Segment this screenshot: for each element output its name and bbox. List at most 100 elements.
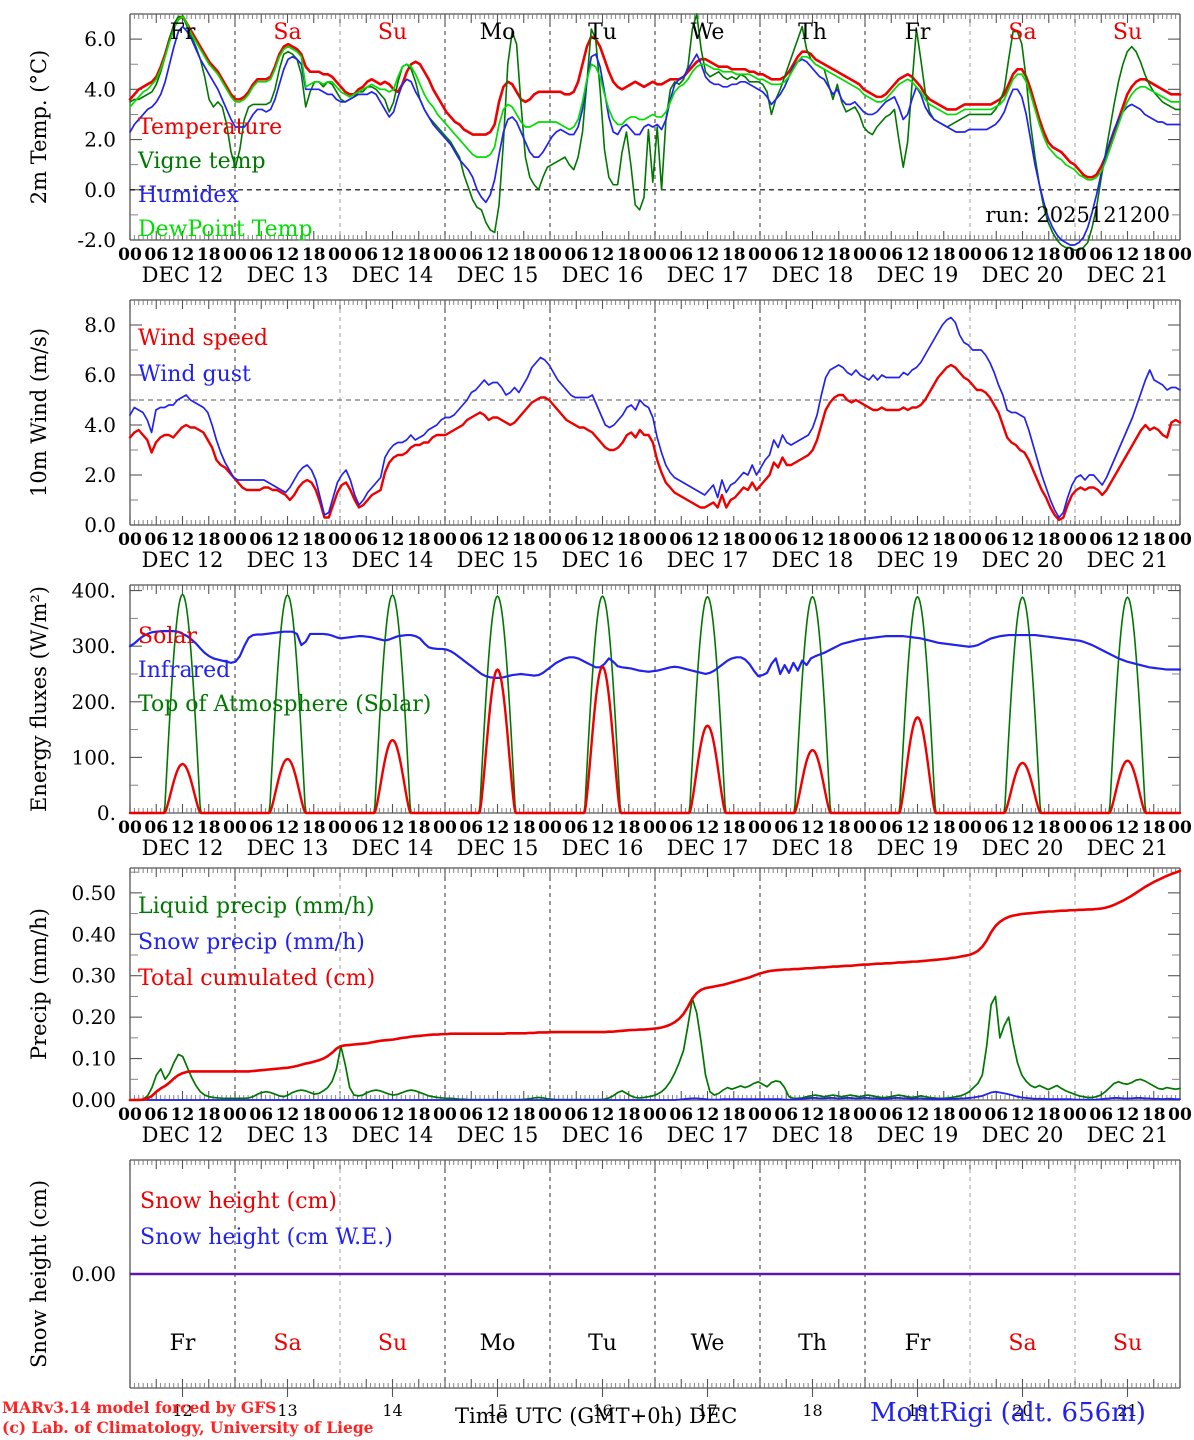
hour-label: 06 [144, 818, 168, 838]
hour-label: 06 [564, 530, 588, 550]
date-label: DEC 21 [1087, 836, 1169, 860]
hour-label: 12 [486, 818, 510, 838]
hour-label: 18 [407, 1105, 431, 1125]
hour-label: 12 [381, 530, 405, 550]
date-label: DEC 18 [772, 548, 854, 572]
hour-label: 00 [538, 818, 562, 838]
y-axis-title: Precip (mm/h) [27, 908, 51, 1060]
hour-label: 06 [879, 1105, 903, 1125]
date-label: DEC 20 [982, 263, 1064, 287]
hour-label: 00 [1168, 1105, 1192, 1125]
hour-label: 18 [932, 530, 956, 550]
y-tick-label: 2.0 [84, 463, 116, 487]
date-label: DEC 20 [982, 548, 1064, 572]
date-label: DEC 12 [142, 836, 224, 860]
hour-label: 18 [407, 245, 431, 265]
date-label: DEC 21 [1087, 263, 1169, 287]
y-tick-label: 0.50 [71, 881, 116, 905]
hour-label: 18 [722, 1105, 746, 1125]
hour-label: 00 [958, 245, 982, 265]
y-tick-label: 200. [71, 690, 116, 714]
date-label: DEC 17 [667, 836, 749, 860]
y-axis-title: Energy fluxes (W/m²) [27, 586, 51, 812]
hour-label: 06 [669, 818, 693, 838]
station-label: MontRigi (alt. 656m) [870, 1398, 1146, 1428]
hour-label: 18 [1142, 530, 1166, 550]
hour-label: 06 [1089, 245, 1113, 265]
date-label: DEC 14 [352, 263, 434, 287]
hour-label: 06 [459, 530, 483, 550]
hour-label: 12 [171, 245, 195, 265]
hour-label: 06 [354, 1105, 378, 1125]
panel-precip: 0.00 0.10 0.20 0.30 0.40 0.50 Precip (mm/h) Liq… [27, 867, 1192, 1147]
series-dewpoint-temp [129, 15, 1181, 181]
day-short-label: Th [798, 1331, 827, 1356]
date-label: DEC 16 [562, 263, 644, 287]
hour-label: 00 [1063, 530, 1087, 550]
hour-label: 06 [879, 818, 903, 838]
hour-label: 12 [1116, 245, 1140, 265]
date-label: DEC 12 [142, 548, 224, 572]
hour-label: 12 [381, 818, 405, 838]
y-tick-label: 8.0 [84, 313, 116, 337]
y-tick-label: 0.0 [84, 513, 116, 537]
hour-label: 06 [144, 1105, 168, 1125]
date-label: DEC 19 [877, 548, 959, 572]
hour-label: 12 [696, 245, 720, 265]
hour-label: 18 [932, 245, 956, 265]
hour-label: 06 [249, 245, 273, 265]
hour-label: 00 [1063, 1105, 1087, 1125]
hour-label: 18 [617, 530, 641, 550]
hour-label: 06 [564, 818, 588, 838]
legend-label: Total cumulated (cm) [138, 966, 375, 991]
hour-label: 00 [538, 1105, 562, 1125]
bottom-day-label: 20 [1012, 1401, 1032, 1420]
hour-label: 06 [459, 818, 483, 838]
hour-label: 06 [249, 818, 273, 838]
date-label: DEC 16 [562, 836, 644, 860]
hour-label: 06 [669, 530, 693, 550]
hour-label: 12 [801, 1105, 825, 1125]
hour-label: 00 [853, 530, 877, 550]
hour-label: 00 [853, 1105, 877, 1125]
date-label: DEC 13 [247, 1123, 329, 1147]
hour-label: 18 [1037, 818, 1061, 838]
date-label: DEC 19 [877, 1123, 959, 1147]
hour-label: 18 [197, 245, 221, 265]
hour-label: 00 [958, 530, 982, 550]
hour-label: 12 [171, 1105, 195, 1125]
hour-label: 12 [381, 245, 405, 265]
hour-label: 12 [486, 1105, 510, 1125]
hour-label: 18 [407, 530, 431, 550]
hour-label: 18 [1037, 1105, 1061, 1125]
hour-label: 18 [932, 818, 956, 838]
hour-label: 00 [223, 1105, 247, 1125]
hour-label: 06 [564, 1105, 588, 1125]
hour-label: 12 [591, 1105, 615, 1125]
hour-label: 00 [1168, 245, 1192, 265]
day-short-label: Mo [480, 1331, 516, 1356]
y-tick-label: 4.0 [84, 77, 116, 101]
hour-label: 00 [1063, 245, 1087, 265]
legend-label: Temperature [138, 115, 282, 140]
hour-label: 00 [748, 1105, 772, 1125]
hour-label: 18 [197, 818, 221, 838]
date-label: DEC 19 [877, 263, 959, 287]
series-total-cumulated-cm [128, 869, 1182, 1102]
date-label: DEC 14 [352, 548, 434, 572]
date-label: DEC 20 [982, 836, 1064, 860]
hour-label: 00 [118, 245, 142, 265]
y-tick-label: 0. [97, 801, 116, 825]
date-label: DEC 21 [1087, 1123, 1169, 1147]
day-short-label: Sa [1008, 1331, 1036, 1356]
run-label: run: 2025121200 [986, 203, 1170, 227]
series-wind-speed [128, 363, 1182, 522]
time-axis-title-text: Time UTC (GMT+0h) [455, 1404, 683, 1428]
y-tick-label: 4.0 [84, 413, 116, 437]
hour-label: 06 [354, 818, 378, 838]
hour-label: 18 [722, 530, 746, 550]
hour-label: 18 [827, 818, 851, 838]
hour-label: 18 [197, 530, 221, 550]
bottom-day-label: 13 [277, 1401, 297, 1420]
hour-label: 00 [538, 530, 562, 550]
